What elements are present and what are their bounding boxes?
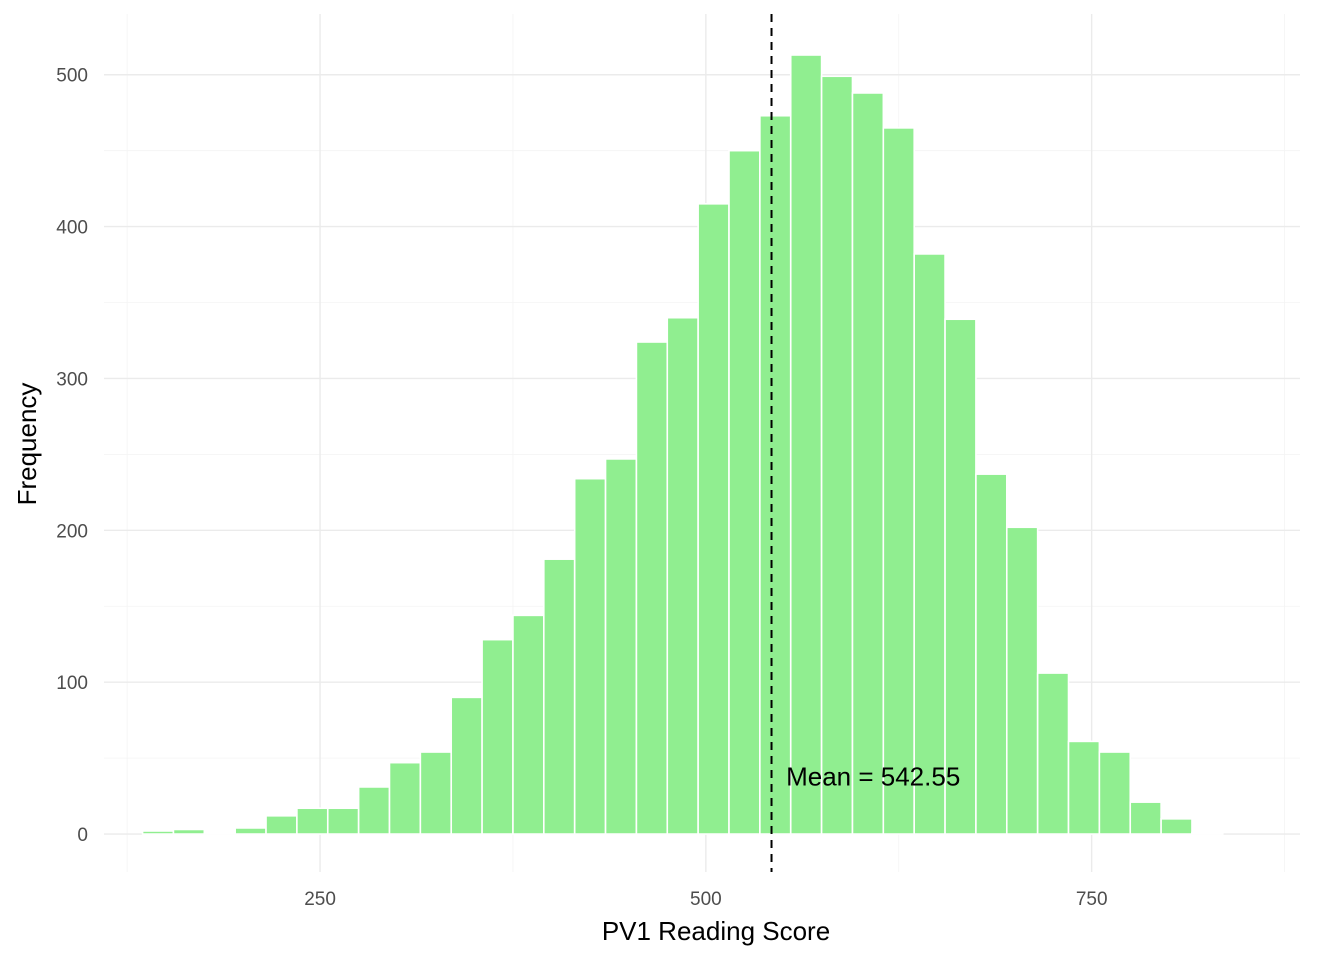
mean-annotation: Mean = 542.55	[786, 761, 960, 791]
histogram-bar	[388, 761, 422, 835]
histogram-bar	[697, 203, 730, 835]
y-tick-label: 200	[56, 521, 88, 542]
histogram-bar	[234, 827, 267, 835]
histogram-bar	[820, 75, 854, 835]
y-axis-ticks: 0 100 200 300 400 500	[56, 66, 88, 846]
y-tick-label: 0	[77, 825, 88, 846]
y-tick-label: 500	[56, 66, 88, 87]
histogram-bar	[1036, 672, 1070, 835]
x-tick-label: 500	[690, 889, 722, 910]
histogram-bar	[1129, 801, 1162, 835]
y-tick-label: 100	[56, 673, 88, 694]
histogram-bar	[1067, 740, 1101, 835]
histogram-bar	[604, 458, 638, 835]
histogram-bar	[1160, 818, 1193, 835]
y-tick-label: 300	[56, 369, 88, 390]
histogram-bar	[512, 614, 545, 835]
histogram-bar	[882, 127, 915, 835]
histogram-bar	[172, 828, 206, 835]
histogram-bar	[666, 316, 699, 835]
histogram-bar	[265, 815, 298, 835]
histogram-bar	[913, 253, 946, 835]
histogram-bar	[851, 92, 885, 835]
histogram-bar	[326, 807, 360, 835]
histogram-bar	[543, 558, 576, 835]
y-axis-title: Frequency	[12, 383, 42, 506]
histogram-bar	[728, 149, 761, 835]
histogram-bar	[944, 318, 977, 835]
histogram-bar	[1191, 831, 1224, 835]
x-axis-title: PV1 Reading Score	[602, 916, 830, 946]
histogram-bar	[357, 786, 391, 835]
histogram-bar	[481, 638, 514, 835]
x-tick-label: 250	[304, 889, 336, 910]
x-axis-ticks: 250 500 750	[304, 889, 1107, 910]
histogram-bar	[1005, 526, 1039, 835]
histogram-bar	[789, 54, 823, 835]
histogram-bar	[141, 830, 175, 835]
x-tick-label: 750	[1076, 889, 1108, 910]
histogram-bar	[975, 473, 1008, 835]
histogram-bar	[419, 751, 453, 835]
histogram-bar	[203, 831, 236, 835]
histogram-bar	[450, 696, 483, 835]
histogram-bar	[296, 807, 329, 835]
histogram-bar	[759, 114, 792, 835]
histogram-bar	[1098, 751, 1132, 835]
y-tick-label: 400	[56, 218, 88, 239]
histogram-bar	[635, 341, 669, 835]
histogram-bars	[141, 54, 1224, 835]
histogram-bar	[573, 477, 607, 835]
